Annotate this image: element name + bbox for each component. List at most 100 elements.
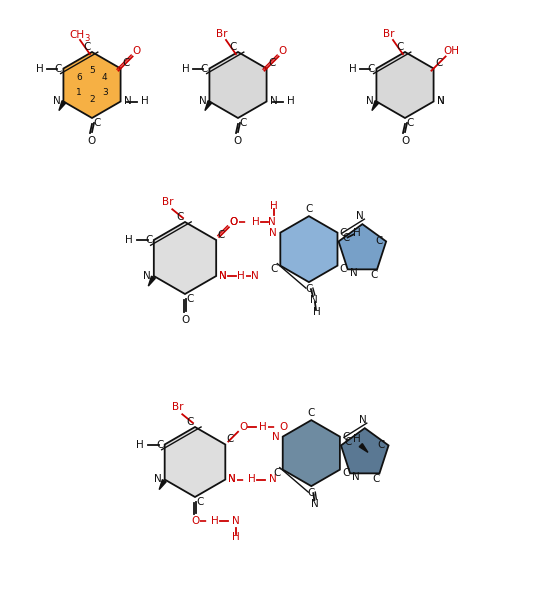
- Text: C: C: [226, 434, 234, 445]
- Text: N: N: [437, 97, 445, 107]
- Polygon shape: [376, 52, 433, 118]
- Text: C: C: [340, 227, 347, 238]
- Text: O: O: [181, 315, 189, 325]
- Text: N: N: [232, 516, 240, 526]
- Polygon shape: [280, 216, 337, 282]
- Text: Br: Br: [162, 197, 173, 207]
- Text: H: H: [353, 229, 360, 238]
- Text: C: C: [342, 467, 350, 478]
- Text: O: O: [239, 422, 247, 432]
- Text: N: N: [219, 271, 227, 281]
- Text: H: H: [125, 235, 133, 245]
- Text: C: C: [307, 488, 315, 498]
- Polygon shape: [154, 222, 216, 294]
- Text: C: C: [342, 431, 350, 442]
- Text: N: N: [350, 268, 357, 278]
- Text: H: H: [349, 64, 356, 73]
- Polygon shape: [209, 52, 266, 118]
- Text: C: C: [305, 284, 312, 294]
- Text: C: C: [307, 408, 315, 418]
- Text: H: H: [36, 64, 43, 73]
- Text: N: N: [366, 97, 374, 107]
- Text: H: H: [353, 434, 361, 445]
- Text: H: H: [211, 516, 219, 526]
- Text: N: N: [143, 271, 151, 281]
- Text: C: C: [273, 467, 280, 478]
- Text: N: N: [269, 475, 277, 485]
- Text: N: N: [268, 217, 276, 227]
- Text: C: C: [378, 440, 385, 451]
- Text: 5: 5: [89, 65, 95, 74]
- Text: O: O: [230, 217, 238, 227]
- Text: N: N: [311, 499, 319, 509]
- Polygon shape: [165, 427, 225, 497]
- Text: Br: Br: [384, 29, 395, 39]
- Text: H: H: [252, 217, 260, 227]
- Text: N: N: [352, 472, 360, 482]
- Text: H: H: [238, 271, 245, 281]
- Text: H: H: [270, 201, 278, 211]
- Text: N: N: [270, 97, 278, 107]
- Polygon shape: [282, 420, 340, 486]
- Text: N: N: [272, 431, 280, 442]
- Text: O: O: [191, 516, 199, 526]
- Text: C: C: [268, 58, 275, 68]
- Text: H: H: [232, 532, 240, 542]
- Text: H: H: [249, 475, 256, 485]
- Text: C: C: [396, 42, 403, 52]
- Text: 1: 1: [76, 88, 82, 97]
- Text: C: C: [93, 118, 100, 128]
- Text: N: N: [219, 271, 227, 281]
- Text: N: N: [437, 97, 445, 107]
- Text: C: C: [342, 233, 349, 244]
- Text: H: H: [287, 97, 295, 107]
- Text: O: O: [88, 136, 96, 146]
- Polygon shape: [59, 101, 66, 110]
- Text: C: C: [186, 417, 194, 427]
- Text: C: C: [186, 294, 194, 304]
- Text: N: N: [356, 211, 364, 221]
- Text: N: N: [251, 271, 259, 281]
- Text: C: C: [340, 263, 347, 274]
- Text: N: N: [310, 295, 318, 305]
- Text: C: C: [218, 230, 225, 240]
- Text: C: C: [196, 497, 204, 507]
- Text: C: C: [145, 235, 153, 245]
- Text: N: N: [229, 475, 236, 485]
- Text: C: C: [373, 475, 380, 484]
- Text: OH: OH: [443, 46, 460, 56]
- Text: C: C: [122, 58, 129, 68]
- Text: O: O: [133, 46, 141, 56]
- Text: N: N: [53, 97, 60, 107]
- Text: N: N: [154, 475, 162, 485]
- Text: C: C: [375, 236, 383, 247]
- Polygon shape: [205, 101, 212, 110]
- Text: C: C: [305, 204, 312, 214]
- Text: C: C: [435, 58, 442, 68]
- Text: 3: 3: [102, 88, 108, 97]
- Text: N: N: [124, 97, 132, 107]
- Text: N: N: [199, 97, 206, 107]
- Text: H: H: [141, 97, 148, 107]
- Text: O: O: [279, 422, 287, 432]
- Text: C: C: [156, 439, 163, 449]
- Text: N: N: [359, 415, 367, 425]
- Text: C: C: [229, 42, 236, 52]
- Text: C: C: [83, 42, 90, 52]
- Polygon shape: [63, 52, 120, 118]
- Text: CH: CH: [69, 30, 84, 40]
- Text: C: C: [55, 64, 62, 73]
- Text: O: O: [234, 136, 242, 146]
- Text: C: C: [201, 64, 208, 73]
- Polygon shape: [148, 276, 155, 286]
- Text: C: C: [271, 263, 278, 274]
- Text: H: H: [181, 64, 189, 73]
- Polygon shape: [372, 101, 379, 110]
- Text: Br: Br: [171, 402, 183, 412]
- Text: N: N: [229, 475, 236, 485]
- Text: N: N: [269, 227, 277, 238]
- Text: H: H: [313, 307, 321, 317]
- Text: C: C: [370, 271, 378, 280]
- Text: Br: Br: [216, 29, 228, 39]
- Polygon shape: [341, 428, 388, 473]
